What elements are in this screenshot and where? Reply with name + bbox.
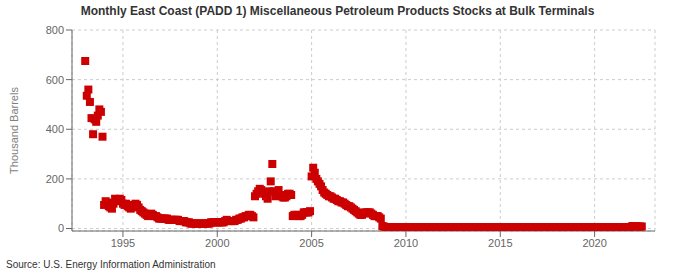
svg-text:200: 200: [46, 173, 64, 185]
svg-text:2005: 2005: [299, 237, 323, 249]
svg-text:1995: 1995: [111, 237, 135, 249]
svg-text:2000: 2000: [205, 237, 229, 249]
svg-text:0: 0: [58, 222, 64, 234]
svg-text:400: 400: [46, 123, 64, 135]
svg-text:Thousand Barrels: Thousand Barrels: [8, 87, 20, 174]
html-text:Source: U.S. Energy Informatio: Source: U.S. Energy Information Administ…: [6, 259, 216, 270]
svg-text:2010: 2010: [394, 237, 418, 249]
html-text:Monthly East Coast (PADD 1) Mi: Monthly East Coast (PADD 1) Miscellaneou…: [80, 4, 595, 18]
svg-text:800: 800: [46, 24, 64, 36]
svg-text:2015: 2015: [488, 237, 512, 249]
svg-text:2020: 2020: [582, 237, 606, 249]
svg-text:600: 600: [46, 74, 64, 86]
